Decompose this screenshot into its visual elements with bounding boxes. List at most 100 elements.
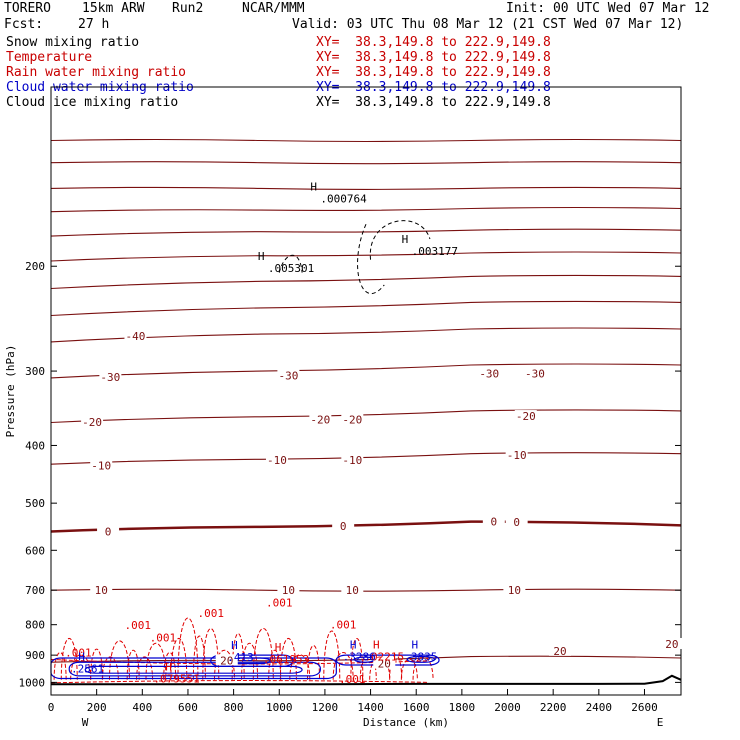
header: TORERO 15km ARW Run2 NCAR/MMM Init: 00 U… <box>0 0 740 115</box>
isotherm-label: -10 <box>267 454 287 467</box>
rain-max-value: .079551 <box>153 672 199 685</box>
model-name: TORERO <box>4 1 51 16</box>
terrain-line <box>51 674 682 686</box>
run-name: Run2 <box>172 1 204 16</box>
x-tick-label: 800 <box>224 701 244 714</box>
x-axis-label: Distance (km) <box>363 716 449 729</box>
rain-max-value: .02215 <box>364 651 404 664</box>
isotherm-label: -20 <box>310 414 330 427</box>
isotherm-label-bg <box>549 644 572 656</box>
terrain-line <box>51 674 682 686</box>
snow-max-value: .000764 <box>320 192 367 205</box>
field-xy-temperature: XY= 38.3,149.8 to 222.9,149.8 <box>316 50 551 65</box>
isotherm-label-bg <box>124 330 147 342</box>
y-tick-label: 200 <box>25 260 45 273</box>
isotherm-label: -30 <box>278 369 298 382</box>
rain-contour <box>213 649 235 680</box>
isotherm-line <box>50 138 682 143</box>
forecast-hour: 27 h <box>78 17 110 32</box>
model-resolution: 15km ARW <box>82 1 145 16</box>
x-tick-label: 1000 <box>266 701 293 714</box>
cloud-max-marker: H <box>411 638 418 651</box>
cloud-max-value: .2561 <box>71 662 104 675</box>
snow-max-marker: H <box>258 250 265 263</box>
y-tick-label: 900 <box>25 649 45 662</box>
isotherm-label-bg <box>90 459 113 471</box>
cloud-max-value: .3286 <box>343 650 376 663</box>
cloud-max-value: .413 <box>227 651 254 664</box>
snow-max-value: .003177 <box>412 245 458 258</box>
rain-contour <box>136 656 154 680</box>
rain-label: .001 <box>266 596 293 609</box>
rain-label: .001 <box>339 673 366 686</box>
isotherm-line <box>50 274 682 290</box>
rain-contour <box>126 649 140 680</box>
isotherm-line <box>50 452 682 465</box>
isotherm-label: 0 <box>491 516 498 529</box>
isotherm-label-bg <box>309 413 332 425</box>
isotherm-label: -10 <box>342 454 362 467</box>
isotherm-line <box>50 588 682 592</box>
isotherm-label: -20 <box>342 414 362 427</box>
rain-label: .001 <box>150 631 177 644</box>
x-tick-label: 600 <box>178 701 198 714</box>
isotherm-label-bg <box>341 413 364 425</box>
y-tick-label: 600 <box>25 544 45 557</box>
field-xy-cloud-ice: XY= 38.3,149.8 to 222.9,149.8 <box>316 95 551 110</box>
field-label-rain: Rain water mixing ratio <box>6 65 187 80</box>
isotherm-label: 0 <box>513 516 520 529</box>
rain-label: .001 <box>198 607 225 620</box>
rain-contour <box>101 656 119 680</box>
plot-frame <box>50 86 682 696</box>
x-tick-label: 0 <box>48 701 55 714</box>
rain-max-value: .061953 <box>263 653 309 666</box>
isotherm-line <box>50 363 682 379</box>
isotherm-label-bg <box>373 657 396 669</box>
field-label-temperature: Temperature <box>6 50 93 65</box>
rain-contour <box>268 649 282 680</box>
isotherm-label-bg <box>90 584 113 596</box>
rain-contour <box>163 651 177 680</box>
isotherm-label: 20 <box>378 658 391 671</box>
y-tick-label: 500 <box>25 497 45 510</box>
isotherm-label: 0 <box>105 526 112 539</box>
rain-contour <box>108 640 130 680</box>
rain-contour <box>332 651 354 680</box>
isotherm-label-bg <box>478 367 501 379</box>
isotherm-label-bg <box>341 453 364 465</box>
rain-max-marker: H <box>165 660 172 673</box>
rain-label: .001 <box>65 646 92 659</box>
x-tick-label: 2000 <box>494 701 521 714</box>
snow-max-marker: H <box>310 180 317 193</box>
rain-contour <box>70 654 92 680</box>
cloud-max-value: .3835 <box>404 650 437 663</box>
y-tick-label: 800 <box>25 619 45 632</box>
cloud-max-marker: H <box>350 638 357 651</box>
x-tick-label: 1200 <box>312 701 339 714</box>
snow-contours <box>278 220 431 294</box>
isotherm-label-bg <box>482 515 505 527</box>
rain-contour <box>400 658 418 680</box>
cloud-max-marker: H <box>78 650 85 663</box>
cloud-water-contour <box>406 655 436 663</box>
x-tick-label: 400 <box>132 701 152 714</box>
isotherm-line <box>50 409 682 424</box>
isotherm-label: -40 <box>126 330 146 343</box>
isotherm-line <box>50 327 682 343</box>
rain-max-marker: H <box>373 639 380 652</box>
rain-contour <box>60 637 78 680</box>
isotherm-label-bg <box>660 637 683 649</box>
isotherm-label: -10 <box>507 449 527 462</box>
isotherm-label-bg <box>505 448 528 460</box>
isotherm-line <box>50 161 682 165</box>
y-tick-label: 400 <box>25 439 45 452</box>
rain-contour <box>90 648 104 680</box>
rain-contour <box>323 630 341 680</box>
y-axis-label: Pressure (hPa) <box>4 345 17 438</box>
rain-contour <box>252 628 274 680</box>
isotherm-label-bg <box>97 525 120 537</box>
isotherm-label-bg <box>505 516 528 528</box>
rain-contour <box>53 651 67 680</box>
field-label-cloud-ice: Cloud ice mixing ratio <box>6 95 179 110</box>
